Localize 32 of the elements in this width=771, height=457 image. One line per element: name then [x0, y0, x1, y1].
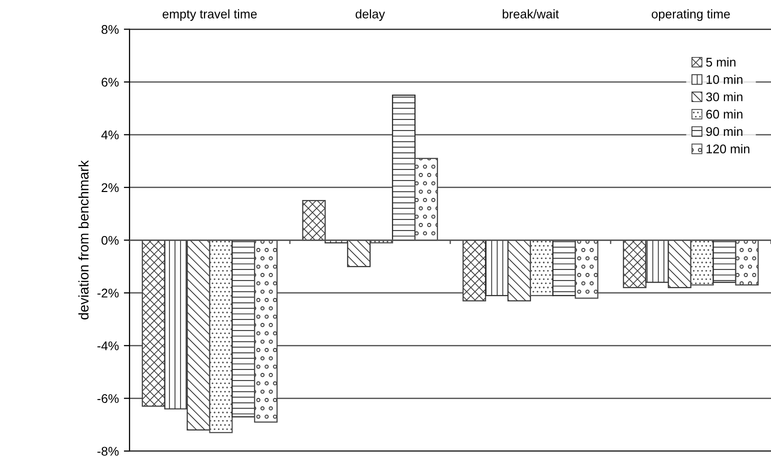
y-tick-label: -8% — [97, 446, 119, 456]
y-tick-label: 2% — [102, 183, 119, 192]
legend-label: 120 min — [706, 144, 750, 154]
y-tick-label: 0% — [102, 236, 119, 245]
bar — [142, 240, 166, 407]
y-tick-label: 4% — [101, 130, 119, 140]
bar — [232, 240, 256, 418]
x-tick-label: break/wait — [502, 9, 559, 18]
bar — [622, 240, 646, 288]
bar — [302, 200, 326, 241]
bar — [735, 240, 759, 286]
bar — [392, 94, 416, 241]
y-tick-label: -4% — [97, 341, 119, 350]
legend-label: 60 min — [706, 109, 742, 119]
y-tick-label: 6% — [102, 78, 119, 87]
y-tick-label: -6% — [97, 394, 119, 403]
y-tick-label: -2% — [97, 288, 119, 298]
y-tick-label: 8% — [102, 25, 119, 34]
legend-label: 90 min — [706, 126, 742, 136]
y-axis-title: deviation from benchmark — [78, 160, 89, 320]
legend-label: 30 min — [706, 92, 742, 102]
bar — [414, 158, 438, 241]
bar — [574, 240, 598, 299]
legend-label: 5 min — [706, 57, 736, 67]
bar — [254, 240, 278, 423]
bar — [712, 240, 736, 283]
bar — [552, 240, 576, 296]
x-tick-label: operating time — [652, 9, 730, 21]
x-tick-label: delay — [356, 9, 385, 21]
x-tick-label: empty travel time — [162, 9, 257, 21]
legend-label: 10 min — [706, 74, 742, 84]
bar — [462, 240, 486, 302]
